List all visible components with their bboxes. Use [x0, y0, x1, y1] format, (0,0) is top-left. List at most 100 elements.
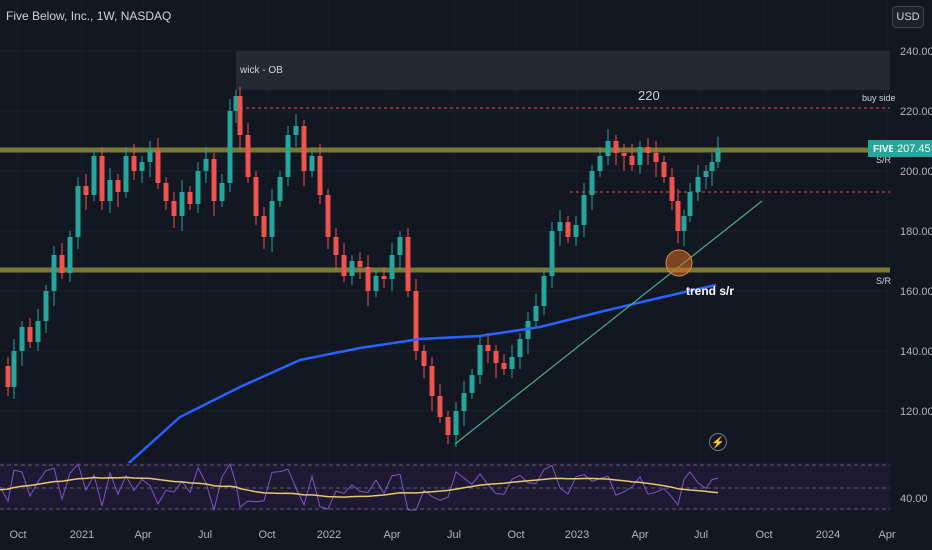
trend-sr-label: trend s/r	[686, 284, 734, 298]
candle-body	[317, 156, 323, 195]
rsi-line	[0, 462, 719, 512]
candles	[5, 87, 721, 447]
candle-body	[687, 192, 693, 216]
candle-body	[445, 417, 451, 435]
price-axis-tick: 200.00	[900, 166, 932, 178]
candle-body	[669, 177, 675, 201]
candle-body	[637, 147, 643, 165]
candle-body	[541, 276, 547, 306]
candle-body	[597, 156, 603, 171]
candle-body	[155, 150, 161, 183]
candle-body	[501, 363, 507, 369]
candle-body	[253, 177, 259, 216]
candle-body	[533, 306, 539, 321]
candle-body	[589, 171, 595, 195]
rsi-pane	[0, 463, 890, 511]
candle-body	[301, 126, 307, 171]
candle-body	[59, 255, 65, 273]
candle-body	[645, 147, 651, 153]
candle-body	[557, 222, 563, 231]
trend-line[interactable]	[454, 200, 763, 445]
sr-upper-band[interactable]	[0, 147, 890, 153]
last-price-label: 207.45	[897, 143, 931, 155]
candle-body	[277, 177, 283, 201]
candle-body	[211, 159, 217, 201]
candle-body	[629, 156, 635, 165]
price-axis: 240.00 220.00 200.00 180.00 160.00 140.00 120.…	[900, 46, 932, 418]
sr-lower-label: S/R	[876, 276, 892, 286]
time-axis-tick: 2021	[70, 529, 94, 541]
time-axis-tick: Jul	[447, 529, 461, 541]
time-axis-tick: Apr	[383, 529, 400, 541]
candle-body	[285, 135, 291, 177]
price-axis-tick: 180.00	[900, 226, 932, 238]
order-block-zone	[236, 51, 890, 90]
price-axis-tick: 140.00	[900, 346, 932, 358]
time-axis-tick: Jul	[694, 529, 708, 541]
candle-body	[661, 162, 667, 177]
candle-body	[695, 177, 701, 192]
candle-body	[493, 351, 499, 363]
candle-body	[605, 141, 611, 156]
candle-body	[573, 225, 579, 237]
candle-body	[187, 192, 193, 204]
candle-body	[139, 162, 145, 171]
candle-body	[437, 396, 443, 417]
candle-body	[11, 351, 17, 387]
rsi-axis-tick: 40.00	[900, 493, 928, 505]
candle-body	[75, 186, 81, 237]
candle-body	[565, 222, 571, 237]
candle-body	[477, 345, 483, 375]
candle-body	[203, 159, 209, 171]
candle-body	[381, 276, 387, 279]
time-axis-tick: 2024	[816, 529, 840, 541]
time-axis-tick: Apr	[878, 529, 895, 541]
time-axis-tick: Jul	[198, 529, 212, 541]
candle-body	[549, 231, 555, 276]
candle-body	[237, 96, 243, 135]
currency-button[interactable]: USD	[892, 6, 924, 28]
candle-body	[413, 291, 419, 351]
price-axis-tick: 220.00	[900, 106, 932, 118]
wick-ob-label: wick - OB	[239, 65, 283, 76]
candle-body	[19, 327, 25, 351]
candle-body	[245, 135, 251, 177]
sr-lower-band[interactable]	[0, 267, 890, 273]
candle-body	[675, 201, 681, 231]
candle-body	[5, 366, 11, 387]
candle-body	[709, 162, 715, 171]
candle-body	[91, 156, 97, 195]
candle-body	[99, 156, 105, 201]
candle-body	[715, 148, 721, 162]
candle-body	[67, 237, 73, 273]
time-axis-tick: Oct	[755, 529, 772, 541]
candle-body	[621, 153, 627, 156]
candle-body	[517, 339, 523, 357]
rsi-ma-line	[0, 476, 719, 498]
level-220-label: 220	[638, 88, 660, 103]
candle-body	[453, 411, 459, 435]
price-axis-tick: 240.00	[900, 46, 932, 58]
candle-body	[27, 327, 33, 342]
last-price-tag	[893, 140, 932, 157]
candle-body	[171, 201, 177, 216]
buy-side-label: buy side	[862, 93, 896, 103]
symbol-title: Five Below, Inc., 1W, NASDAQ	[6, 9, 172, 23]
candle-body	[469, 375, 475, 393]
candle-body	[365, 267, 371, 291]
time-axis: Oct 2021 Apr Jul Oct 2022 Apr Jul Oct 2023 Apr Jul O…	[9, 529, 895, 541]
candle-body	[227, 111, 233, 183]
candle-body	[389, 255, 395, 279]
ticker-tag-label: FIVE	[873, 144, 896, 155]
candle-body	[123, 156, 129, 192]
candle-body	[341, 255, 347, 276]
price-axis-tick: 120.00	[900, 406, 932, 418]
candle-body	[35, 321, 41, 342]
moving-average-line	[119, 283, 717, 472]
candle-body	[83, 186, 89, 195]
candle-body	[429, 366, 435, 396]
candle-body	[405, 237, 411, 291]
candle-body	[233, 96, 239, 111]
lightning-icon[interactable]: ⚡	[709, 433, 727, 451]
